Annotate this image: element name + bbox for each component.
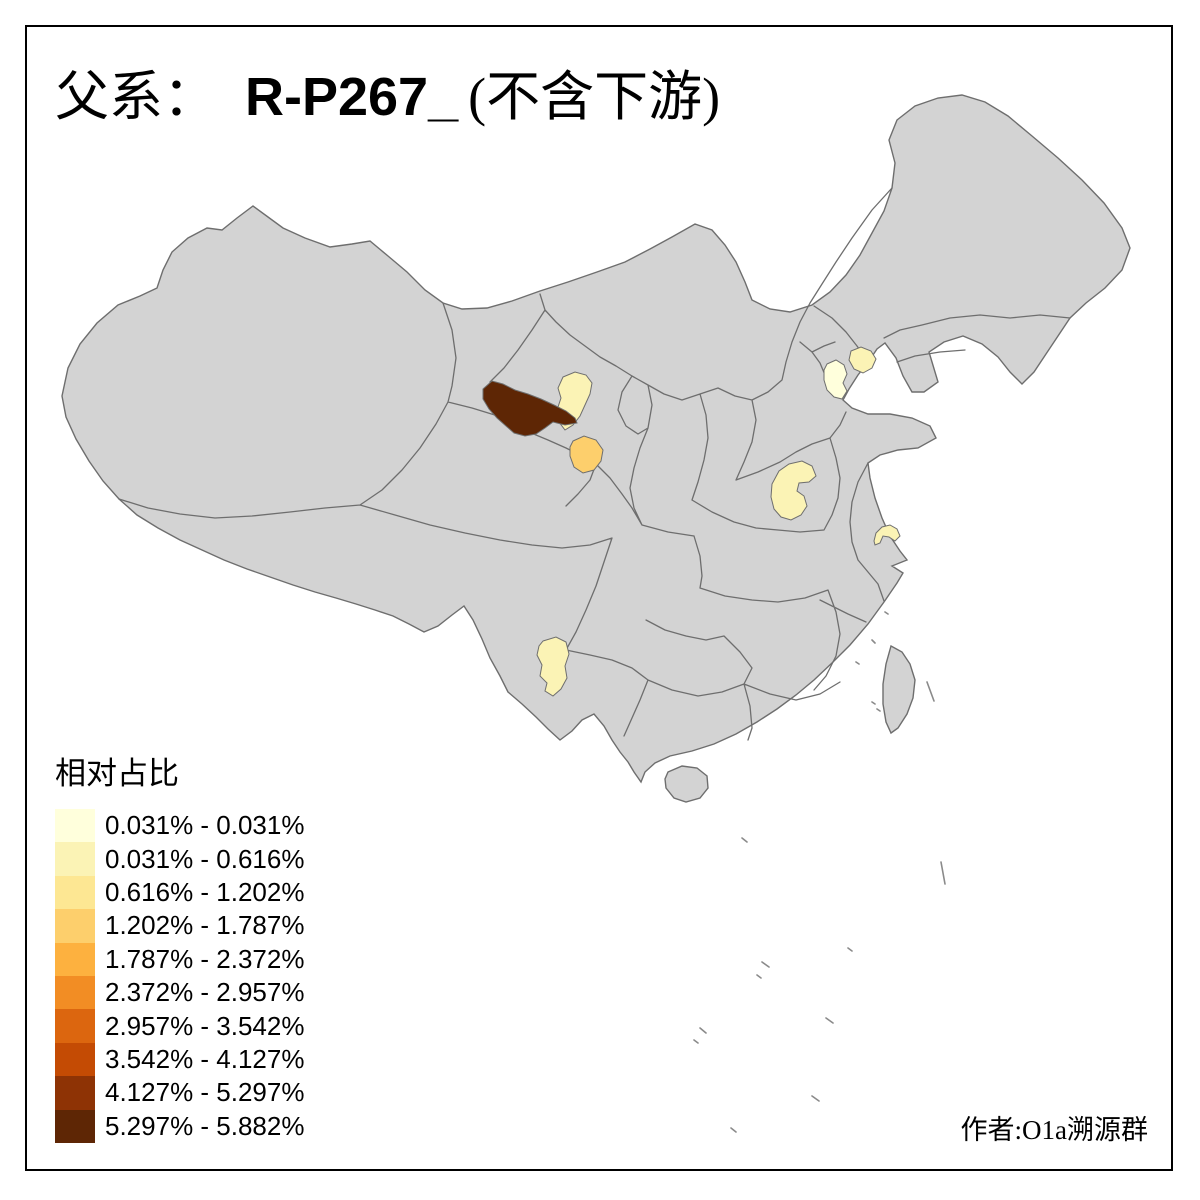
region-tangshan [848,346,877,374]
legend-swatch-4 [55,942,95,976]
legend-row-8: 4.127% - 5.297% [55,1076,305,1110]
legend-entries: 0.031% - 0.031% 0.031% - 0.616% 0.616% - 1… [55,809,304,1143]
island-taiwan [882,644,916,735]
legend-label-4: 1.787% - 2.372% [105,943,305,974]
region-hexi-corridor [482,380,578,437]
legend-swatch-0 [55,809,95,843]
legend-row-7: 3.542% - 4.127% [55,1042,305,1077]
province-borders [118,187,1071,741]
map-frame [25,25,1173,1171]
legend-swatch-7 [55,1042,95,1077]
legend-swatch-1 [55,842,95,876]
legend-swatch-5 [55,975,95,1010]
legend-label-5: 2.372% - 2.957% [105,977,305,1008]
legend-row-3: 1.202% - 1.787% [55,909,305,943]
legend-label-7: 3.542% - 4.127% [105,1043,305,1074]
legend-row-9: 5.297% - 5.882% [55,1109,305,1143]
legend-row-5: 2.372% - 2.957% [55,975,305,1010]
legend-label-6: 2.957% - 3.542% [105,1010,305,1041]
region-dali-yunnan [536,636,570,697]
legend-row-6: 2.957% - 3.542% [55,1009,305,1043]
legend-label-2: 0.616% - 1.202% [105,876,305,907]
legend-label-8: 4.127% - 5.297% [105,1077,305,1108]
legend-row-0: 0.031% - 0.031% [55,809,305,843]
mainland [61,94,1131,784]
legend-row-1: 0.031% - 0.616% [55,842,305,876]
legend-label-3: 1.202% - 1.787% [105,910,305,941]
region-tianjin [823,359,848,400]
legend-swatch-3 [55,909,95,943]
legend-row-2: 0.616% - 1.202% [55,875,305,910]
legend-row-4: 1.787% - 2.372% [55,942,305,976]
title-haplogroup: R-P267_ [245,67,459,127]
region-changzhou [873,524,901,546]
sea-islets [693,611,946,1133]
island-hainan [664,765,709,803]
legend-swatch-6 [55,1009,95,1043]
legend-title: 相对占比 [55,756,179,791]
legend-label-0: 0.031% - 0.031% [105,810,305,841]
legend: 相对占比 0.031% - 0.031% 0.031% - 0.616% 0.616… [55,748,304,1143]
legend-swatch-9 [55,1109,95,1143]
page-title: 父系： R-P267_ (不含下游) [55,52,720,131]
attribution: 作者:O1a溯源群 [960,1115,1148,1145]
legend-swatch-2 [55,875,95,910]
region-lanzhou [569,435,604,474]
legend-label-1: 0.031% - 0.616% [105,843,305,874]
region-zhengzhou [770,460,817,521]
title-suffix: (不含下游) [468,67,721,127]
legend-label-9: 5.297% - 5.882% [105,1110,305,1141]
title-prefix: 父系： [55,67,217,127]
legend-swatch-8 [55,1076,95,1110]
